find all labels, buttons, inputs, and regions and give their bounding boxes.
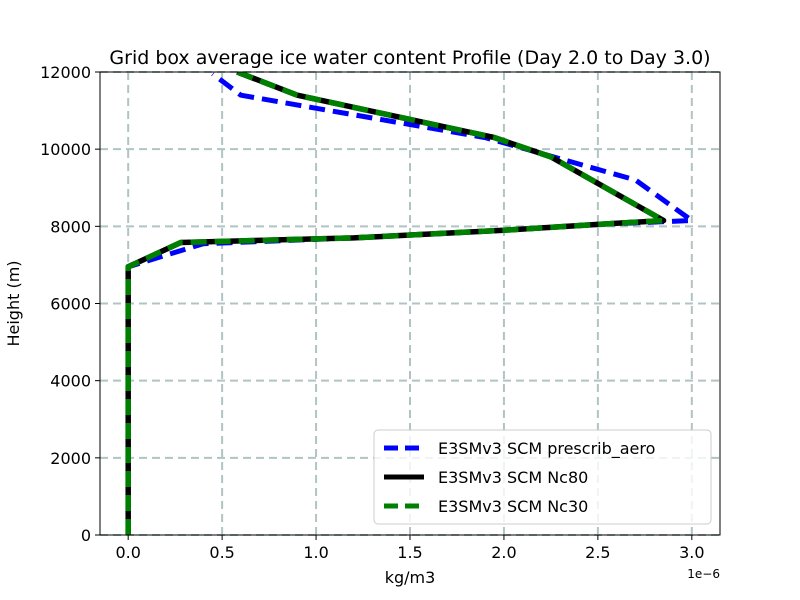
chart-title: Grid box average ice water content Profi… [109, 47, 710, 69]
y-tick-label: 2000 [50, 449, 91, 468]
legend-label: E3SMv3 SCM Nc80 [438, 468, 588, 487]
legend-label: E3SMv3 SCM prescrib_aero [438, 439, 655, 459]
y-tick-label: 8000 [50, 217, 91, 236]
x-axis-offset-label: 1e−6 [687, 567, 720, 581]
legend-box [373, 429, 712, 525]
x-axis-ticks: 0.0 0.5 1.0 1.5 2.0 2.5 3.0 [115, 535, 705, 562]
x-tick-label: 1.0 [303, 543, 328, 562]
legend: E3SMv3 SCM prescrib_aero E3SMv3 SCM Nc80 E… [373, 429, 712, 525]
y-tick-label: 0 [81, 526, 91, 545]
x-tick-label: 0.5 [209, 543, 234, 562]
x-axis-label: kg/m3 [385, 568, 436, 587]
y-tick-label: 4000 [50, 372, 91, 391]
y-axis-ticks: 0 2000 4000 6000 8000 10000 12000 [40, 63, 100, 545]
y-axis-label: Height (m) [4, 260, 23, 346]
legend-label: E3SMv3 SCM Nc30 [438, 497, 588, 516]
x-tick-label: 2.5 [585, 543, 610, 562]
x-tick-label: 1.5 [397, 543, 422, 562]
x-tick-label: 0.0 [115, 543, 140, 562]
y-tick-label: 12000 [40, 63, 91, 82]
y-tick-label: 6000 [50, 295, 91, 314]
x-tick-label: 2.0 [491, 543, 516, 562]
series-line-3 [125, 72, 667, 535]
series-lines [125, 72, 695, 535]
x-tick-label: 3.0 [679, 543, 704, 562]
y-tick-label: 10000 [40, 140, 91, 159]
